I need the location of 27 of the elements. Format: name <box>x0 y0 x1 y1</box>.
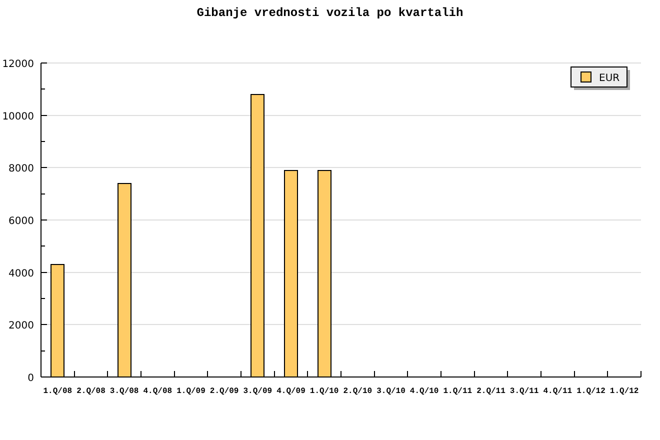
x-tick-label: 1.Q/11 <box>443 387 472 396</box>
legend-label: EUR <box>599 73 620 84</box>
x-tick-label: 2.Q/10 <box>343 387 372 396</box>
y-tick-label: 0 <box>28 373 34 384</box>
x-tick-label: 1.Q/12 <box>610 387 639 396</box>
y-tick-label: 6000 <box>8 216 34 227</box>
x-tick-label: 1.Q/09 <box>176 387 206 396</box>
x-tick-label: 2.Q/08 <box>76 387 106 396</box>
y-tick-label: 8000 <box>8 164 34 175</box>
x-tick-label: 3.Q/10 <box>376 387 406 396</box>
y-tick-label: 10000 <box>2 111 34 122</box>
y-tick-label: 2000 <box>8 320 34 332</box>
x-tick-label: 4.Q/11 <box>543 387 572 396</box>
x-tick-label: 3.Q/09 <box>243 387 272 396</box>
y-tick-label: 12000 <box>2 59 34 70</box>
x-tick-label: 4.Q/08 <box>143 387 172 396</box>
x-tick-label: 2.Q/09 <box>210 387 239 396</box>
x-tick-label: 1.Q/12 <box>576 387 606 396</box>
x-tick-label: 3.Q/08 <box>110 387 139 396</box>
x-tick-label: 3.Q/11 <box>510 387 539 396</box>
x-tick-label: 1.Q/08 <box>43 387 72 396</box>
x-tick-label: 4.Q/10 <box>410 387 439 396</box>
y-tick-label: 4000 <box>8 268 34 280</box>
x-tick-label: 4.Q/09 <box>276 387 306 396</box>
x-tick-label: 2.Q/11 <box>476 387 506 396</box>
chart-title: Gibanje vrednosti vozila po kvartalih <box>196 6 464 20</box>
x-tick-label: 1.Q/10 <box>310 387 339 396</box>
